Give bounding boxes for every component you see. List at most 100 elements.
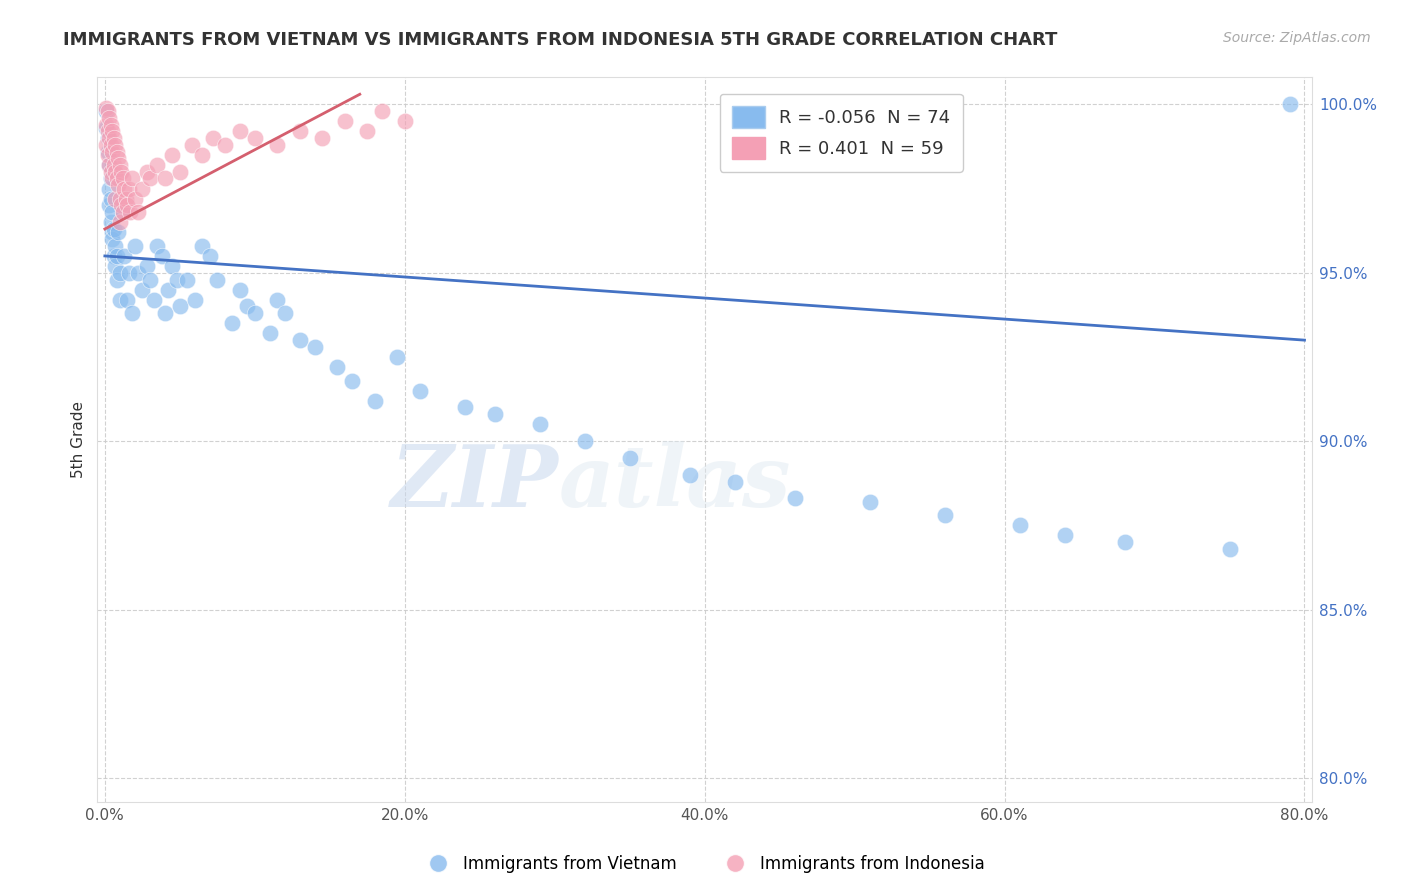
Point <box>104 165 127 179</box>
Point <box>96 120 118 135</box>
Point <box>127 266 149 280</box>
Point <box>117 293 139 307</box>
Point <box>859 495 882 509</box>
Point <box>104 259 127 273</box>
Point <box>162 259 184 273</box>
Point <box>104 192 127 206</box>
Point <box>1278 97 1301 112</box>
Point <box>311 131 333 145</box>
Point <box>105 171 128 186</box>
Point <box>101 232 124 246</box>
Text: IMMIGRANTS FROM VIETNAM VS IMMIGRANTS FROM INDONESIA 5TH GRADE CORRELATION CHART: IMMIGRANTS FROM VIETNAM VS IMMIGRANTS FR… <box>63 31 1057 49</box>
Point <box>112 249 135 263</box>
Point <box>121 171 143 186</box>
Point <box>934 508 956 523</box>
Point <box>198 249 221 263</box>
Point <box>101 225 124 239</box>
Point <box>191 239 214 253</box>
Point <box>783 491 806 506</box>
Point <box>111 205 134 219</box>
Point <box>371 104 394 119</box>
Point <box>288 333 311 347</box>
Point <box>333 114 356 128</box>
Point <box>103 158 125 172</box>
Point <box>117 198 139 212</box>
Point <box>103 249 125 263</box>
Point <box>105 145 128 159</box>
Point <box>153 306 176 320</box>
Point <box>96 137 118 152</box>
Point <box>574 434 596 449</box>
Point <box>105 249 128 263</box>
Legend: R = -0.056  N = 74, R = 0.401  N = 59: R = -0.056 N = 74, R = 0.401 N = 59 <box>720 94 963 172</box>
Point <box>104 137 127 152</box>
Text: ZIP: ZIP <box>391 442 560 524</box>
Point <box>98 181 121 195</box>
Point <box>288 124 311 138</box>
Point <box>131 181 153 195</box>
Point <box>326 360 349 375</box>
Point <box>101 124 124 138</box>
Point <box>98 111 121 125</box>
Point <box>100 118 122 132</box>
Point <box>124 239 146 253</box>
Point <box>146 239 169 253</box>
Point <box>156 283 179 297</box>
Point <box>1053 528 1076 542</box>
Point <box>619 450 641 465</box>
Text: atlas: atlas <box>560 442 792 524</box>
Point <box>229 124 252 138</box>
Point <box>110 165 132 179</box>
Point <box>98 158 121 172</box>
Point <box>97 145 120 159</box>
Point <box>107 151 129 165</box>
Point <box>107 225 129 239</box>
Point <box>724 475 747 489</box>
Point <box>229 283 252 297</box>
Point <box>100 192 122 206</box>
Point <box>221 316 243 330</box>
Point <box>97 131 120 145</box>
Point <box>259 326 281 341</box>
Point <box>97 124 120 138</box>
Point <box>101 145 124 159</box>
Point <box>105 272 128 286</box>
Point <box>108 266 131 280</box>
Point <box>103 131 125 145</box>
Point <box>150 249 173 263</box>
Point <box>120 205 142 219</box>
Point <box>96 118 118 132</box>
Point <box>364 393 387 408</box>
Point <box>101 171 124 186</box>
Point <box>1008 518 1031 533</box>
Point <box>176 272 198 286</box>
Point <box>166 272 188 286</box>
Point <box>108 293 131 307</box>
Point <box>529 417 551 432</box>
Point <box>139 272 162 286</box>
Point <box>236 300 259 314</box>
Point <box>111 205 134 219</box>
Point <box>118 181 141 195</box>
Point <box>356 124 378 138</box>
Point <box>180 137 202 152</box>
Point <box>1114 535 1136 549</box>
Legend: Immigrants from Vietnam, Immigrants from Indonesia: Immigrants from Vietnam, Immigrants from… <box>415 848 991 880</box>
Y-axis label: 5th Grade: 5th Grade <box>72 401 86 478</box>
Point <box>100 171 122 186</box>
Point <box>108 215 131 229</box>
Point <box>135 165 157 179</box>
Point <box>162 148 184 162</box>
Point <box>131 283 153 297</box>
Point <box>266 293 288 307</box>
Point <box>1218 541 1240 556</box>
Point <box>153 171 176 186</box>
Point <box>484 407 506 421</box>
Text: Source: ZipAtlas.com: Source: ZipAtlas.com <box>1223 31 1371 45</box>
Point <box>104 239 127 253</box>
Point <box>110 198 132 212</box>
Point <box>169 165 191 179</box>
Point <box>121 306 143 320</box>
Point <box>135 259 157 273</box>
Point <box>394 114 416 128</box>
